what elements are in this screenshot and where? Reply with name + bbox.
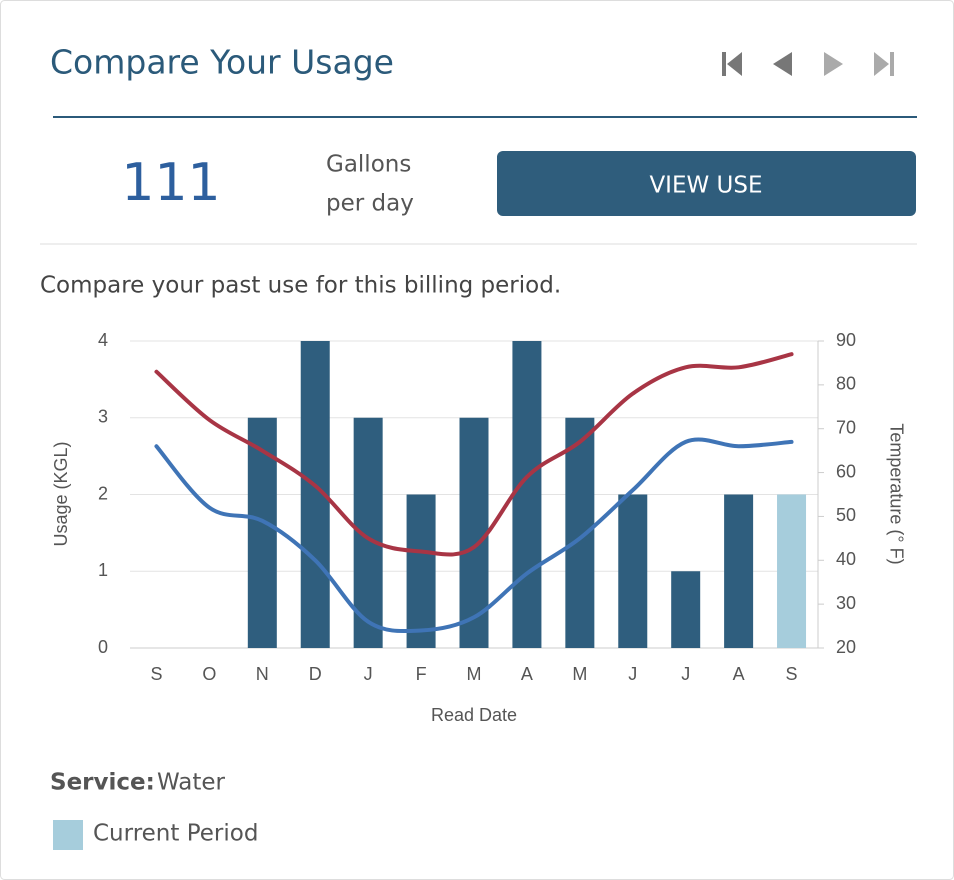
bar bbox=[406, 494, 436, 648]
card-title: Compare Your Usage bbox=[50, 43, 394, 82]
usage-value: 111 bbox=[121, 153, 220, 213]
y2-tick-label: 60 bbox=[836, 461, 856, 481]
pager bbox=[722, 52, 894, 76]
temperature-line bbox=[154, 437, 794, 634]
prev-button[interactable] bbox=[773, 52, 792, 76]
x-tick-label: M bbox=[572, 664, 587, 684]
bar bbox=[459, 417, 489, 648]
y-axis-title: Usage (KGL) bbox=[51, 441, 71, 546]
y2-tick-label: 30 bbox=[836, 593, 856, 613]
unit-text: Gallons bbox=[326, 152, 411, 178]
temperature-line bbox=[154, 352, 794, 557]
x-tick-label: O bbox=[202, 664, 216, 684]
next-button[interactable] bbox=[824, 52, 843, 76]
x-tick-label: J bbox=[364, 664, 373, 684]
view-use-button[interactable] bbox=[497, 151, 916, 216]
bar bbox=[724, 494, 754, 648]
x-tick-label: J bbox=[681, 664, 690, 684]
y-tick-label: 3 bbox=[98, 407, 108, 427]
y2-tick-label: 80 bbox=[836, 374, 856, 394]
x-tick-label: S bbox=[786, 664, 798, 684]
service-value: Water bbox=[157, 770, 226, 796]
description: Compare your past use for this billing p… bbox=[40, 273, 561, 299]
x-tick-label: S bbox=[150, 664, 162, 684]
last-button[interactable] bbox=[874, 52, 894, 76]
x-tick-label: A bbox=[521, 664, 533, 684]
y2-tick-label: 50 bbox=[836, 505, 856, 525]
bar bbox=[671, 571, 701, 648]
y2-tick-label: 20 bbox=[836, 637, 856, 657]
x-tick-label: F bbox=[416, 664, 427, 684]
y2-tick-label: 70 bbox=[836, 417, 856, 437]
y2-tick-label: 90 bbox=[836, 330, 856, 350]
bar bbox=[512, 341, 542, 648]
y2-axis-title: Temperature (° F) bbox=[886, 423, 906, 564]
x-tick-label: J bbox=[628, 664, 637, 684]
service-label: Service: bbox=[50, 770, 155, 796]
bar bbox=[777, 494, 807, 648]
y-tick-label: 0 bbox=[98, 637, 108, 657]
view-use-label[interactable]: VIEW USE bbox=[649, 173, 762, 199]
legend-label: Current Period bbox=[93, 821, 258, 847]
y2-tick-label: 40 bbox=[836, 549, 856, 569]
y-tick-label: 4 bbox=[98, 330, 108, 350]
unit-text: per day bbox=[326, 191, 414, 217]
legend-swatch bbox=[53, 820, 83, 850]
y-tick-label: 2 bbox=[98, 483, 108, 503]
x-tick-label: A bbox=[733, 664, 745, 684]
y-tick-label: 1 bbox=[98, 560, 108, 580]
first-button[interactable] bbox=[722, 52, 742, 76]
bar bbox=[618, 494, 648, 648]
x-axis-title: Read Date bbox=[431, 705, 517, 725]
x-tick-label: M bbox=[467, 664, 482, 684]
x-tick-label: D bbox=[309, 664, 322, 684]
bar bbox=[565, 417, 595, 648]
x-tick-label: N bbox=[256, 664, 269, 684]
